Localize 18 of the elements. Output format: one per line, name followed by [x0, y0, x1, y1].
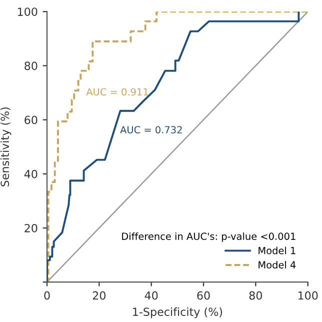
legend-label: Model 1 — [258, 246, 296, 254]
x-tick-label: 100 — [298, 291, 318, 300]
x-tick-label: 20 — [92, 291, 106, 300]
annotation: AUC = 0.732 — [120, 126, 182, 134]
y-axis-title: Sensitivity (%) — [0, 107, 12, 186]
y-tick-label: 80 — [24, 62, 38, 70]
x-tick-label: 80 — [249, 291, 262, 300]
legend-label: Model 4 — [258, 260, 296, 269]
y-tick-label: 40 — [24, 170, 38, 178]
y-tick-label: 100 — [18, 8, 38, 16]
annotation: AUC = 0.911 — [86, 88, 148, 96]
legend-title: Difference in AUC's: p-value <0.001 — [122, 232, 296, 242]
x-tick-label: 0 — [44, 291, 50, 300]
x-axis-title: 1-Specificity (%) — [133, 307, 222, 318]
y-tick-label: 60 — [24, 116, 38, 124]
x-tick-label: 40 — [144, 291, 158, 300]
y-tick-label: 20 — [24, 224, 38, 232]
x-tick-label: 60 — [197, 291, 210, 300]
